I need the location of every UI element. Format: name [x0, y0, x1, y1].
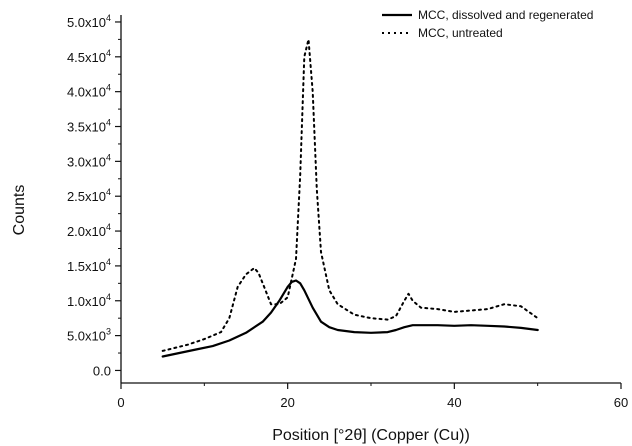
legend-label-untreated: MCC, untreated [418, 26, 503, 40]
x-tick-label: 60 [614, 395, 628, 410]
y-tick-label: 5.0x103 [67, 327, 111, 344]
legend: MCC, dissolved and regenerated MCC, untr… [382, 8, 593, 40]
x-tick-label: 20 [280, 395, 294, 410]
series-line-untreated [161, 38, 539, 352]
y-tick-label: 1.5x104 [67, 257, 111, 274]
series-line-dissolved [161, 279, 539, 358]
y-tick-label: 3.5x104 [67, 118, 111, 135]
x-ticks: 0 20 40 60 [117, 383, 628, 410]
y-tick-label: 3.0x104 [67, 152, 111, 169]
y-tick-label: 2.5x104 [67, 187, 111, 204]
y-axis-title: Counts [11, 185, 28, 236]
y-tick-label: 2.0x104 [67, 222, 111, 239]
y-tick-label: 5.0x104 [67, 13, 111, 30]
x-axis-title: Position [°2θ] (Copper (Cu)) [272, 427, 470, 444]
legend-label-dissolved: MCC, dissolved and regenerated [418, 8, 593, 22]
series-layer [161, 38, 539, 358]
y-tick-label: 1.0x104 [67, 292, 111, 309]
x-tick-label: 40 [447, 395, 461, 410]
y-ticks: 0.0 5.0x103 1.0x104 1.5x104 2.0x104 2.5x104 3.… [67, 13, 121, 378]
axes [120, 15, 621, 384]
x-tick-label: 0 [117, 395, 124, 410]
y-tick-label: 0.0 [93, 363, 111, 378]
y-tick-label: 4.0x104 [67, 83, 111, 100]
y-tick-label: 4.5x104 [67, 48, 111, 65]
